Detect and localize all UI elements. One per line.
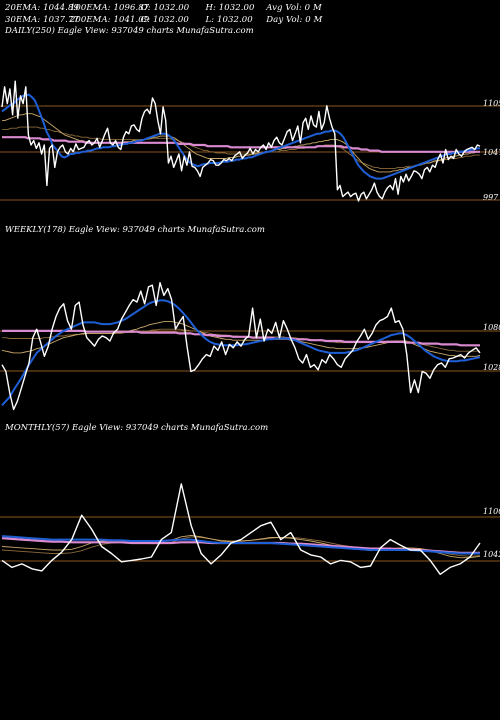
open-readout: O: 1032.00 [140,3,190,13]
ema-fast-line [1,299,481,406]
daily-panel: DAILY(250) Eagle View: 937049 charts Mun… [0,25,500,202]
avg-vol-readout: Avg Vol: 0 M [266,3,322,13]
low-readout: L: 1032.00 [205,15,253,25]
ema20-readout: 20EMA: 1044.89 [5,3,79,13]
weekly-panel: WEEKLY(178) Eagle View: 937049 charts Mu… [0,224,500,411]
ema-fast-line [1,93,480,180]
panel-title: WEEKLY(178) Eagle View: 937049 charts Mu… [5,224,265,235]
level-label: 997 [483,193,499,202]
price-line [1,483,481,575]
level-label: 1028 [483,363,500,372]
close-readout: C: 1032.00 [140,15,189,25]
level-label: 1100 [483,507,500,516]
header-row-1: 20EMA: 1044.89 100EMA: 1096.87 O: 1032.0… [5,3,322,13]
price-line [1,282,481,411]
ema-fast-line [1,535,480,555]
panel-title: DAILY(250) Eagle View: 937049 charts Mun… [4,25,254,36]
day-vol-readout: Day Vol: 0 M [266,15,323,25]
panel-title: MONTHLY(57) Eagle View: 937049 charts Mu… [4,422,268,433]
ema-slow-line [2,329,480,347]
ema30-readout: 30EMA: 1037.77 [5,15,79,25]
level-label: 1047 [483,148,500,157]
monthly-panel: MONTHLY(57) Eagle View: 937049 charts Mu… [0,422,500,575]
level-label: 1080 [483,323,500,332]
ema-slow-line [2,136,480,153]
level-label: 1042 [483,550,500,559]
price-line [1,80,481,202]
ema-mid-line [1,534,481,559]
ema200-readout: 200EMA: 1041.09 [69,15,150,25]
level-label: 1105 [483,99,500,108]
ema100-readout: 100EMA: 1096.87 [69,3,150,13]
header-row-2: 30EMA: 1037.77 200EMA: 1041.09 C: 1032.0… [5,15,322,25]
high-readout: H: 1032.00 [205,3,255,13]
